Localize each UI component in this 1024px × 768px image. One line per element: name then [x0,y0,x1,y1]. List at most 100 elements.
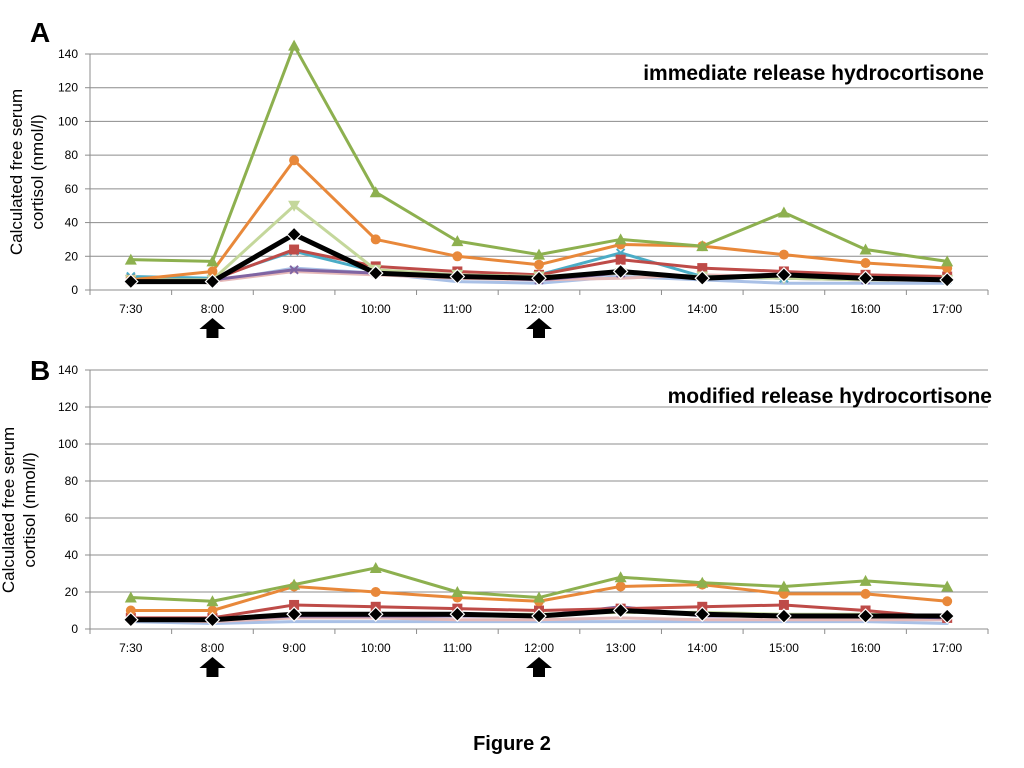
y-axis-label: Calculated free serum cortisol (nmol/l) [7,89,47,255]
data-point [859,574,872,586]
data-point [941,255,954,267]
data-point [939,272,956,288]
data-point [369,186,382,198]
x-tick-label: 13:00 [606,302,636,316]
data-point [615,254,626,265]
data-point [696,576,709,588]
x-tick-label: 10:00 [361,641,391,655]
data-point [124,591,137,603]
y-tick-label: 80 [65,148,79,162]
data-point [204,611,221,628]
data-point [122,611,139,628]
x-tick-label: 7:30 [119,302,143,316]
y-tick-label: 140 [58,363,78,377]
data-point [288,200,301,212]
data-point [614,571,627,583]
data-point [776,266,792,283]
data-point [941,580,954,592]
data-point [696,240,709,252]
y-tick-label: 20 [65,249,79,263]
x-tick-label: 14:00 [687,641,717,655]
y-axis-label-line: Calculated free serum [7,89,26,255]
data-point [289,265,299,275]
data-point [289,599,300,610]
data-point [534,259,544,270]
y-axis-label-line: Calculated free serum [0,427,18,593]
data-point [777,580,790,592]
data-point [288,578,301,590]
figure-caption: Figure 2 [473,733,551,755]
data-point [694,606,711,623]
y-tick-label: 100 [58,114,78,128]
x-tick-label: 8:00 [201,302,225,316]
y-tick-label: 120 [58,81,78,95]
data-point [776,608,792,624]
data-point [124,253,137,265]
data-point [778,249,789,260]
x-tick-label: 8:00 [201,641,225,655]
x-tick-label: 14:00 [687,302,717,316]
data-point [860,588,871,599]
dose-arrow-icon [526,318,552,338]
x-tick-label: 16:00 [851,302,881,316]
data-point [367,265,384,281]
x-tick-label: 12:00 [524,302,554,316]
x-tick-label: 9:00 [282,302,306,316]
x-tick-label: 15:00 [769,302,799,316]
y-tick-label: 20 [65,585,79,599]
data-point [615,581,626,592]
data-point [370,587,381,597]
y-axis-label-line: cortisol (nmol/l) [28,114,47,229]
panel-a-chart: A 0 20 40 60 80 100 120 140 7:30 8:00 9:00 10:00 11:… [7,17,989,338]
data-point [206,255,219,267]
y-tick-label: 140 [58,47,78,61]
data-point [206,595,219,607]
x-tick-label: 11:00 [443,302,472,316]
data-point [857,608,874,624]
data-point [289,244,300,255]
data-point [860,258,871,269]
data-point [449,606,466,623]
data-point [612,602,629,619]
data-point [369,561,382,573]
data-point [207,605,218,616]
x-tick-label: 17:00 [932,641,962,655]
data-point [697,263,708,274]
data-point [614,233,627,245]
y-tick-label: 80 [65,474,79,488]
x-tick-label: 17:00 [932,302,962,316]
x-tick-label: 15:00 [769,641,799,655]
data-point [694,270,711,287]
data-point [612,263,629,280]
data-point [857,270,874,287]
data-point [451,235,464,247]
chart-title: immediate release hydrocortisone [643,62,984,85]
x-tick-label: 13:00 [606,641,636,655]
dose-arrow-icon [526,657,552,677]
data-point [533,591,545,603]
data-point [859,243,872,255]
data-point [942,596,953,607]
data-point [288,39,301,51]
data-point [286,226,302,243]
data-point [531,270,547,287]
data-point [533,248,545,260]
y-tick-label: 120 [58,400,78,414]
data-point [452,251,463,262]
panel-a-letter: A [30,17,50,48]
y-tick-label: 100 [58,437,78,451]
y-tick-label: 40 [65,548,79,562]
data-point [531,608,547,624]
data-point [204,273,221,290]
data-point [370,234,381,245]
data-point [286,606,302,623]
dose-arrow-icon [199,318,226,338]
data-point [367,606,384,623]
panel-b-chart: B 0 20 40 60 80 100 120 140 7:30 8:00 9:00 10:00 11:… [0,355,992,677]
y-tick-label: 60 [65,511,79,525]
panel-b-letter: B [30,355,50,386]
y-axis-label-line: cortisol (nmol/l) [20,452,39,567]
y-axis-label: Calculated free serum cortisol (nmol/l) [0,427,39,593]
y-tick-label: 0 [71,622,78,636]
